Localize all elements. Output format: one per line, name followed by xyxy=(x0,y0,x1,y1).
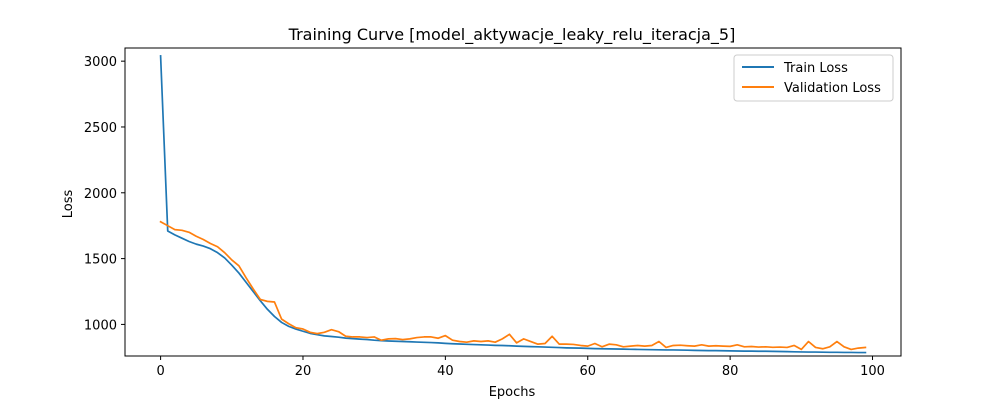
chart-title: Training Curve [model_aktywacje_leaky_re… xyxy=(288,25,736,45)
x-tick-label: 0 xyxy=(156,364,164,379)
legend: Train Loss Validation Loss xyxy=(733,54,894,102)
x-tick-label: 80 xyxy=(722,364,739,379)
x-axis-label: Epochs xyxy=(489,385,536,400)
plot-area xyxy=(159,55,867,354)
y-tick-label: 2500 xyxy=(84,121,117,136)
series-line-train-loss xyxy=(159,55,867,354)
axes-frame xyxy=(124,47,902,357)
y-tick-label: 3000 xyxy=(84,55,117,70)
x-axis: 0 20 40 60 80 100 xyxy=(156,356,885,379)
x-tick-label: 40 xyxy=(437,364,454,379)
series-line-validation-loss xyxy=(159,220,867,351)
y-axis-label: Loss xyxy=(61,190,76,219)
y-tick-label: 1500 xyxy=(84,253,117,268)
x-tick-label: 20 xyxy=(295,364,312,379)
y-axis: 1000 1500 2000 2500 3000 xyxy=(84,55,125,333)
y-tick-label: 1000 xyxy=(84,318,117,333)
x-tick-label: 100 xyxy=(860,364,885,379)
x-tick-label: 60 xyxy=(579,364,596,379)
y-tick-label: 2000 xyxy=(84,187,117,202)
legend-label-train-loss: Train Loss xyxy=(783,61,848,76)
legend-label-validation-loss: Validation Loss xyxy=(784,81,881,96)
